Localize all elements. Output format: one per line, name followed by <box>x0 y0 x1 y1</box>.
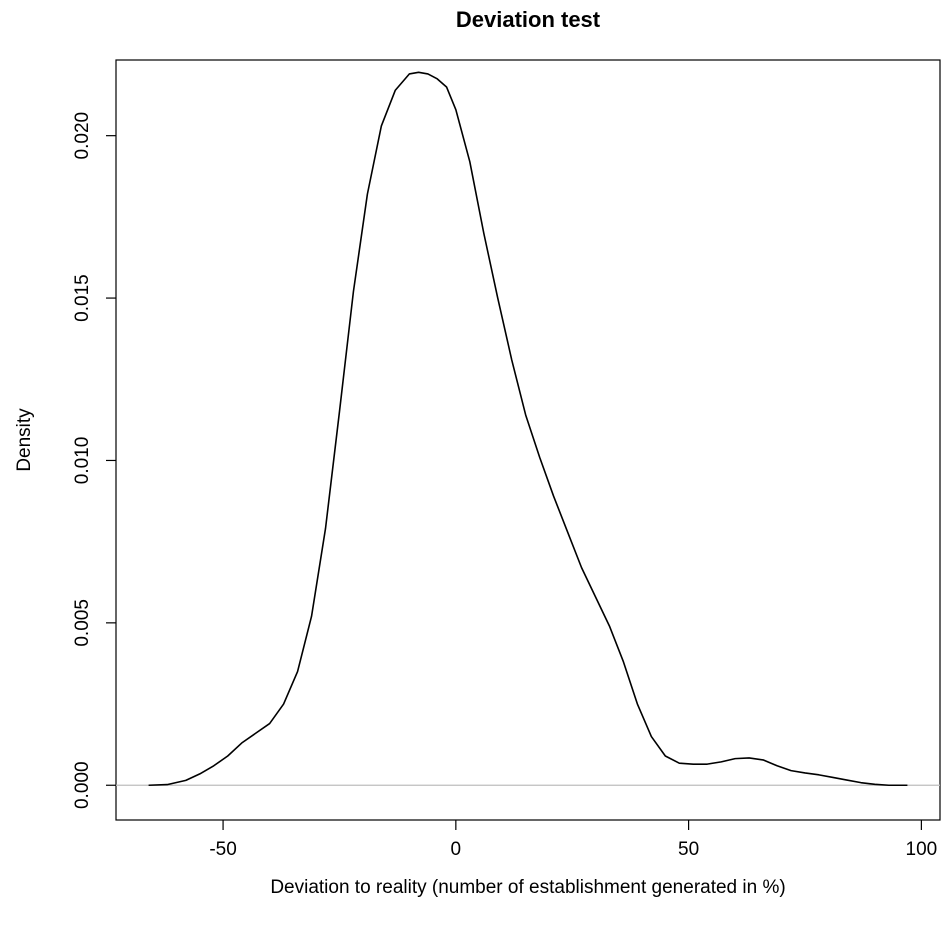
x-tick-label: 100 <box>906 839 938 860</box>
x-axis-label: Deviation to reality (number of establis… <box>270 877 785 898</box>
x-tick-label: -50 <box>209 839 236 860</box>
x-tick-label: 50 <box>678 839 699 860</box>
y-axis-label: Density <box>14 408 35 472</box>
y-axis: 0.000 0.005 0.010 0.015 0.020 <box>72 112 116 809</box>
density-curve <box>148 71 908 787</box>
chart-title: Deviation test <box>456 7 601 32</box>
y-tick-label: 0.020 <box>72 112 93 160</box>
x-axis: -50 0 50 100 <box>209 820 937 860</box>
y-tick-label: 0.000 <box>72 761 93 809</box>
y-tick-label: 0.015 <box>72 274 93 322</box>
plot-frame <box>115 59 941 821</box>
x-tick-label: 0 <box>451 839 462 860</box>
y-tick-label: 0.005 <box>72 599 93 647</box>
y-tick-label: 0.010 <box>72 437 93 485</box>
